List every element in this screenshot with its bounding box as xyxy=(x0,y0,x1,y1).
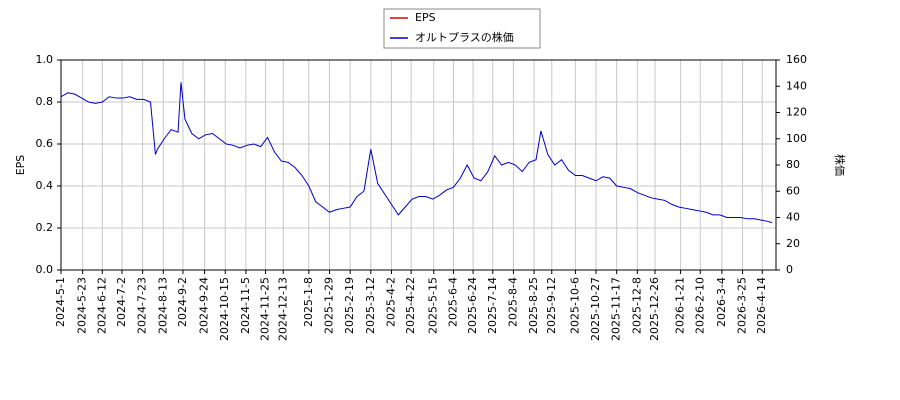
x-tick-label: 2025-2-19 xyxy=(343,277,356,334)
y2-tick-label: 80 xyxy=(786,158,800,171)
x-tick-label: 2026-3-4 xyxy=(715,277,728,327)
x-tick-label: 2024-11-25 xyxy=(259,277,272,341)
x-tick-label: 2024-9-2 xyxy=(176,277,189,327)
y-tick-label: 0.8 xyxy=(36,95,54,108)
x-tick-label: 2025-6-4 xyxy=(446,277,459,327)
x-tick-label: 2024-6-12 xyxy=(95,277,108,334)
x-tick-label: 2025-12-8 xyxy=(630,277,643,334)
y-tick-label: 0.2 xyxy=(36,221,54,234)
x-tick-label: 2025-3-12 xyxy=(364,277,377,334)
y2-axis-label: 株価 xyxy=(833,154,847,176)
x-tick-label: 2025-9-12 xyxy=(545,277,558,334)
x-tick-label: 2025-8-25 xyxy=(527,277,540,334)
x-tick-label: 2026-3-25 xyxy=(736,277,749,334)
x-tick-label: 2024-11-5 xyxy=(239,277,252,334)
x-tick-label: 2025-6-24 xyxy=(466,277,479,334)
y2-tick-label: 140 xyxy=(786,79,807,92)
y2-tick-label: 0 xyxy=(786,263,793,276)
x-tick-label: 2025-4-22 xyxy=(404,277,417,334)
plot-area xyxy=(61,60,776,270)
y-tick-label: 0.4 xyxy=(36,179,54,192)
legend-box xyxy=(383,8,541,49)
x-tick-label: 2025-4-2 xyxy=(384,277,397,327)
y-tick-label: 0.6 xyxy=(36,137,54,150)
y2-tick-label: 20 xyxy=(786,237,800,250)
x-tick-label: 2024-5-1 xyxy=(54,277,67,327)
x-tick-label: 2025-10-27 xyxy=(589,277,602,341)
x-tick-label: 2024-8-13 xyxy=(156,277,169,334)
x-tick-label: 2025-11-17 xyxy=(610,277,623,341)
y2-tick-label: 120 xyxy=(786,106,807,119)
y2-tick-label: 100 xyxy=(786,132,807,145)
legend-label: EPS xyxy=(415,11,436,24)
x-tick-label: 2025-12-26 xyxy=(648,277,661,341)
x-tick-label: 2024-12-13 xyxy=(276,277,289,341)
y2-tick-label: 160 xyxy=(786,53,807,66)
y-tick-label: 0.0 xyxy=(36,263,54,276)
x-tick-label: 2026-1-21 xyxy=(674,277,687,334)
x-tick-label: 2025-8-4 xyxy=(506,277,519,327)
x-tick-label: 2025-7-14 xyxy=(486,277,499,334)
x-tick-label: 2024-7-2 xyxy=(115,277,128,327)
x-tick-label: 2024-5-23 xyxy=(76,277,89,334)
x-tick-label: 2024-10-15 xyxy=(218,277,231,341)
legend-label: オルトプラスの株価 xyxy=(415,30,514,44)
y-tick-label: 1.0 xyxy=(36,53,54,66)
x-tick-label: 2026-2-10 xyxy=(693,277,706,334)
x-tick-label: 2026-4-14 xyxy=(755,277,768,334)
x-tick-label: 2025-10-6 xyxy=(568,277,581,334)
x-tick-label: 2025-1-29 xyxy=(322,277,335,334)
y2-tick-label: 60 xyxy=(786,184,800,197)
x-tick-label: 2025-1-8 xyxy=(302,277,315,327)
y-axis-label: EPS xyxy=(14,155,27,176)
x-tick-label: 2024-9-24 xyxy=(198,277,211,334)
x-tick-label: 2025-5-15 xyxy=(427,277,440,334)
y2-tick-label: 40 xyxy=(786,211,800,224)
x-tick-label: 2024-7-23 xyxy=(136,277,149,334)
series-line xyxy=(60,82,773,224)
